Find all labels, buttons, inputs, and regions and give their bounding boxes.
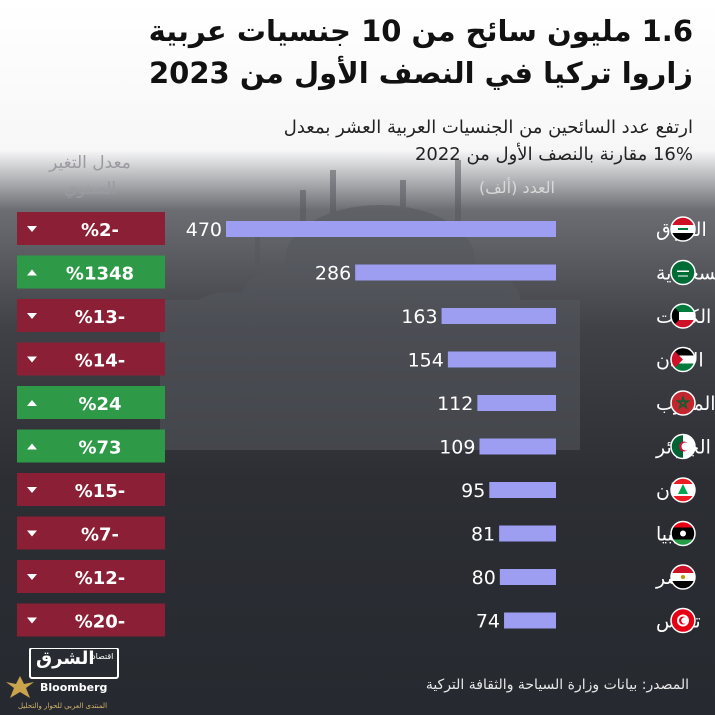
title-line-1: 1.6 مليون سائح من 10 جنسيات عربية	[148, 14, 693, 48]
arrow-down-icon-3	[27, 356, 37, 363]
bar-5	[479, 438, 556, 455]
annual-change-label-8: %12-	[75, 568, 126, 589]
iraq-flag-icon	[670, 216, 696, 242]
arrow-down-icon-0	[27, 226, 37, 232]
bar-1	[355, 264, 556, 281]
arrow-down-icon-6	[27, 487, 37, 493]
arrow-up-icon-1	[27, 269, 37, 276]
annual-change-label-2: %13-	[75, 307, 126, 328]
arrow-up-icon-5	[27, 443, 37, 450]
bar-value-label-5: 109	[439, 437, 475, 459]
bar-value-label-1: 286	[315, 263, 351, 285]
annual-change-box-9	[17, 603, 165, 637]
annual-change-label-4: %24	[78, 394, 121, 415]
bar-6	[489, 482, 556, 498]
annual-change-box-6	[17, 473, 165, 506]
bar-4	[477, 395, 556, 411]
annual-change-header: معدل التغير السنوي	[10, 150, 170, 202]
bar-9	[504, 612, 556, 629]
jordan-flag-icon	[670, 346, 696, 373]
annual-change-label-5: %73	[78, 438, 121, 459]
logo-arabic-text: الشرق	[36, 648, 95, 669]
chart-subtitle: ارتفع عدد السائحين من الجنسيات العربية ا…	[93, 114, 693, 168]
libya-flag-icon	[670, 520, 696, 547]
bar-value-label-2: 163	[401, 306, 437, 328]
annual-change-box-0	[17, 212, 165, 245]
bar-value-label-6: 95	[461, 480, 485, 502]
chart-title: 1.6 مليون سائح من 10 جنسيات عربية زاروا …	[13, 10, 693, 94]
annual-change-box-2	[17, 299, 165, 332]
source-note: المصدر: بيانات وزارة السياحة والثقافة ال…	[425, 677, 689, 693]
annual-change-box-4	[17, 386, 165, 419]
morocco-flag-icon	[670, 390, 696, 416]
annual-change-header-line-2: السنوي	[63, 179, 117, 199]
bar-2	[441, 308, 556, 324]
logo-english-text: Bloomberg	[40, 681, 108, 694]
watermark-text: المنتدى العربي للحوار والتحليل	[18, 702, 108, 710]
bar-value-label-8: 80	[472, 567, 496, 589]
value-unit-label: العدد (ألف)	[478, 178, 555, 197]
bar-8	[499, 569, 556, 585]
bar-3	[447, 351, 556, 368]
annual-change-label-9: %20-	[75, 612, 126, 633]
annual-change-label-0: %2-	[81, 220, 119, 241]
annual-change-box-8	[17, 560, 165, 593]
bar-value-label-7: 81	[471, 524, 495, 546]
bar-7	[499, 525, 556, 542]
arrow-down-icon-9	[27, 617, 37, 624]
title-line-2: زاروا تركيا في النصف الأول من 2023	[149, 56, 693, 90]
annual-change-header-line-1: معدل التغير	[49, 153, 131, 173]
annual-change-box-3	[17, 342, 165, 376]
subtitle-line-2: 16% مقارنة بالنصف الأول من 2022	[414, 144, 693, 165]
subtitle-line-1: ارتفع عدد السائحين من الجنسيات العربية ا…	[283, 117, 693, 138]
annual-change-label-6: %15-	[75, 481, 126, 502]
bar-value-label-0: 470	[186, 219, 222, 241]
arrow-up-icon-4	[27, 400, 37, 406]
algeria-flag-icon	[670, 433, 696, 460]
tunisia-flag-icon	[670, 607, 696, 634]
annual-change-label-3: %14-	[75, 351, 126, 372]
arrow-down-icon-2	[27, 313, 37, 319]
saudi-arabia-flag-icon	[670, 259, 696, 286]
arrow-down-icon-8	[27, 574, 37, 580]
bar-0	[226, 221, 556, 237]
eagle-emblem-icon	[6, 676, 34, 698]
annual-change-box-7	[17, 516, 165, 550]
annual-change-label-1: %1348	[66, 264, 134, 285]
asharq-bloomberg-logo: الشرق اقتصاد Bloomberg	[14, 647, 124, 700]
lebanon-flag-icon	[670, 477, 696, 503]
logo-arabic-sub: اقتصاد	[92, 652, 114, 661]
bar-value-label-9: 74	[476, 611, 500, 633]
kuwait-flag-icon	[670, 303, 696, 329]
annual-change-box-5	[17, 429, 165, 463]
egypt-flag-icon	[670, 564, 696, 590]
annual-change-box-1	[17, 255, 165, 289]
annual-change-label-7: %7-	[81, 525, 119, 546]
bar-value-label-3: 154	[408, 350, 444, 372]
arrow-down-icon-7	[27, 530, 37, 537]
bar-value-label-4: 112	[437, 393, 473, 415]
